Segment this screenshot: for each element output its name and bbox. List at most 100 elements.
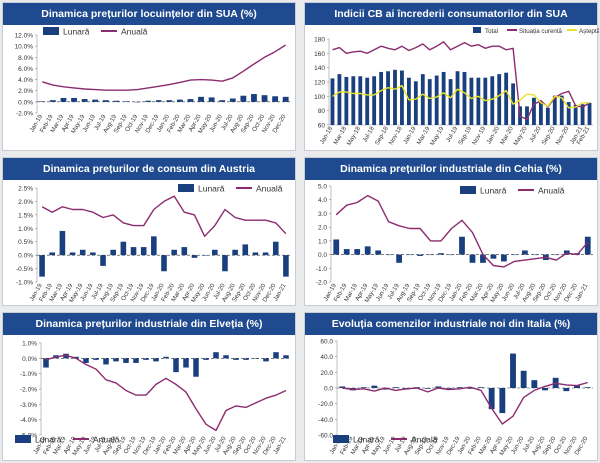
series-line: [335, 194, 589, 268]
y-tick-label: 80: [318, 108, 326, 115]
bar: [532, 254, 539, 256]
legend-monthly-label: Lunară: [35, 435, 62, 445]
bar: [490, 254, 497, 259]
bar: [232, 249, 238, 256]
bar: [488, 388, 495, 410]
legend-monthly-swatch: [460, 186, 476, 194]
bar: [113, 358, 119, 362]
bar: [203, 358, 209, 360]
panel-italy-orders: Evoluția comenzilor industriale noi din …: [304, 312, 598, 461]
y-tick-label: -3.0%: [20, 402, 37, 409]
series-line: [332, 84, 590, 109]
bar: [337, 74, 342, 125]
bar: [490, 76, 495, 125]
bar: [273, 352, 279, 359]
bar: [406, 254, 413, 256]
bar: [351, 76, 356, 125]
panel-czech-ppi: Dinamica prețurilor industriale din Cehi…: [304, 157, 598, 306]
bar: [253, 358, 259, 359]
bar: [448, 254, 455, 256]
bar: [92, 99, 99, 102]
bar: [153, 358, 159, 362]
bar: [272, 96, 279, 102]
bar: [63, 353, 69, 359]
y-tick-label: 2.0: [318, 225, 327, 232]
bar: [151, 236, 157, 256]
y-tick-label: 1.0%: [18, 226, 33, 233]
chart-italy-orders: -60.0-40.0-20.00.020.040.060.0Jan-19Feb-…: [318, 339, 593, 457]
y-tick-label: -1.0%: [20, 371, 37, 378]
bar: [140, 247, 147, 256]
bar: [222, 255, 228, 272]
bar: [469, 254, 476, 263]
legend-monthly-label: Lunară: [63, 27, 90, 37]
bar: [393, 69, 397, 125]
bar: [330, 78, 335, 125]
bar: [145, 100, 152, 102]
bar: [446, 388, 452, 389]
bar: [123, 358, 129, 363]
bar: [43, 358, 49, 368]
bar: [242, 244, 249, 256]
y-tick-label: 180: [314, 37, 325, 44]
y-tick-label: 60.0: [320, 339, 333, 346]
bar: [130, 247, 137, 256]
series-line: [41, 195, 287, 237]
bar: [283, 355, 289, 359]
bar: [81, 99, 88, 102]
bar: [467, 388, 474, 389]
y-tick-label: 4.0: [318, 197, 327, 204]
bar: [272, 241, 279, 256]
y-tick-label: -4.0%: [20, 417, 37, 424]
y-tick-label: 5.0: [318, 184, 327, 191]
bar: [521, 250, 528, 255]
bar: [497, 74, 502, 125]
bar: [448, 79, 453, 125]
bar: [354, 249, 361, 255]
bar: [371, 385, 378, 388]
chart-swiss-ppi: -5.0%-4.0%-3.0%-2.0%-1.0%0.0%1.0%Jan-19F…: [15, 341, 291, 457]
y-tick-label: -60.0: [318, 433, 333, 440]
legend-monthly-swatch: [178, 184, 194, 192]
x-tick-label: Nov-18: [388, 125, 404, 146]
bar: [219, 100, 226, 102]
y-tick-label: -0.5%: [16, 266, 33, 273]
bar: [379, 71, 384, 125]
legend-monthly-label: Lunară: [353, 435, 380, 445]
bar: [110, 249, 116, 256]
legend-monthly-label: Lunară: [480, 186, 507, 196]
bar: [462, 71, 467, 125]
legend-total-label: Total: [485, 28, 498, 35]
y-tick-label: 8.0%: [18, 55, 33, 62]
legend-monthly-swatch: [333, 435, 349, 443]
bar: [344, 76, 349, 125]
bar: [364, 246, 371, 255]
bar: [100, 255, 106, 266]
y-tick-label: 3.0: [318, 211, 327, 218]
bar: [504, 72, 509, 125]
bar: [187, 99, 194, 102]
bar: [400, 70, 404, 125]
y-tick-label: 160: [314, 51, 325, 58]
bar: [133, 358, 139, 363]
bar: [552, 95, 557, 125]
y-tick-label: 4.0%: [18, 77, 33, 84]
bar: [120, 241, 127, 256]
y-tick-label: 40.0: [320, 354, 333, 361]
y-tick-label: 0.0%: [18, 253, 33, 260]
legend-current-label: Situația curentă: [519, 28, 563, 35]
bar: [427, 79, 432, 125]
bar: [155, 100, 162, 102]
y-tick-label: 140: [314, 65, 325, 72]
bar: [263, 358, 269, 362]
y-tick-label: 1.5%: [18, 212, 33, 219]
bar: [573, 104, 578, 125]
bar: [282, 96, 289, 102]
chart-title: Indicii CB ai încrederii consumatorilor …: [305, 3, 597, 25]
bar: [375, 250, 382, 255]
bar: [365, 77, 370, 125]
bar: [262, 252, 269, 256]
bar: [469, 77, 474, 125]
bar: [542, 388, 548, 391]
bar: [49, 252, 56, 256]
